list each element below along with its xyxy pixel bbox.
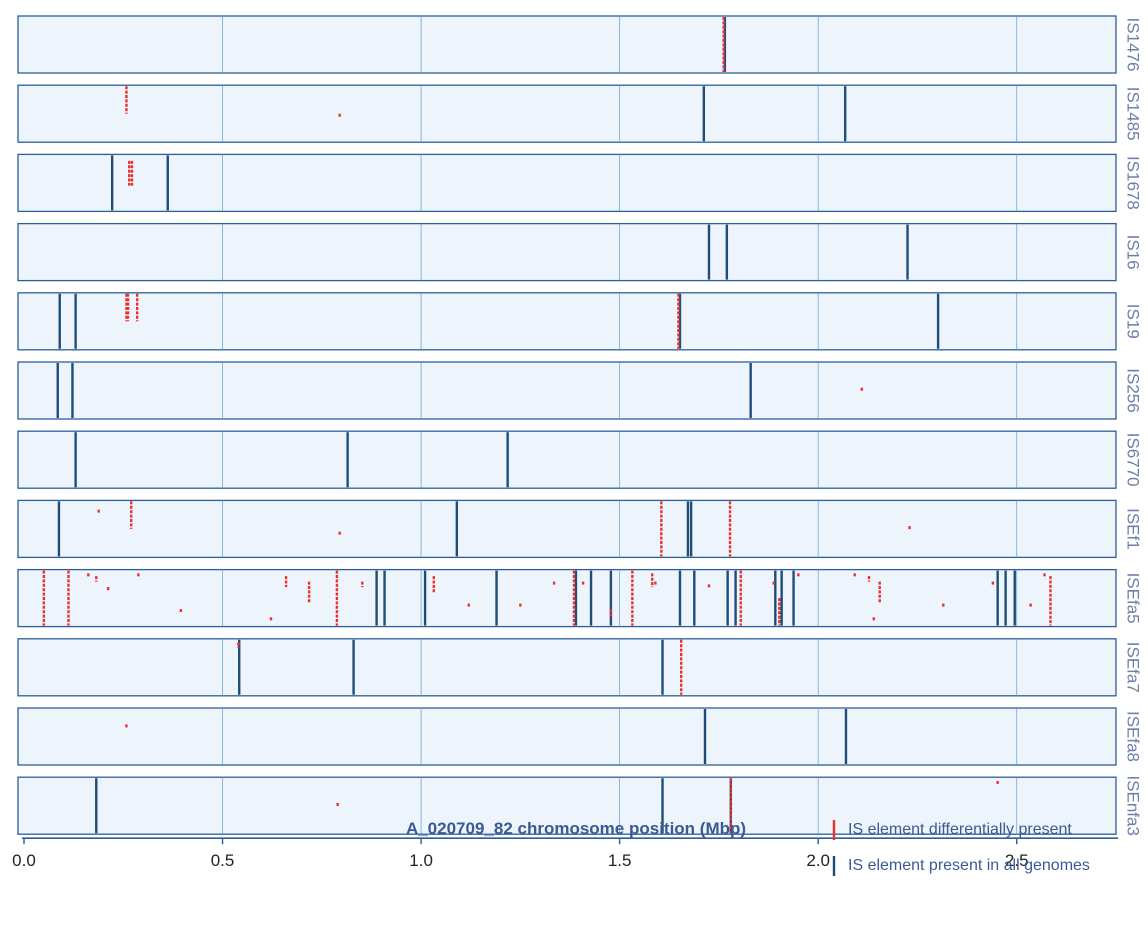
- track-is16: IS16: [17, 222, 1143, 282]
- track-panel: [17, 430, 1117, 489]
- track-panel: [17, 707, 1117, 766]
- track-label: IS19: [1124, 304, 1143, 339]
- track-label: IS16: [1124, 235, 1143, 270]
- track-label: ISEfa7: [1124, 642, 1143, 693]
- x-tick-label: 0.5: [211, 851, 235, 870]
- track-panel: [17, 361, 1117, 420]
- track-panel: [17, 568, 1117, 628]
- x-tick-label: 2.0: [806, 851, 830, 870]
- track-panel: [17, 292, 1117, 351]
- x-tick-label: 1.5: [608, 851, 632, 870]
- legend-entry: IS element present in all genomes: [848, 857, 1090, 874]
- track-label: IS6770: [1124, 433, 1143, 487]
- track-panels: IS1476 IS1485 IS1678 IS16 IS19 IS256 IS6770 ISE…: [17, 15, 1143, 836]
- track-is256: IS256: [17, 361, 1143, 420]
- track-is1485: IS1485: [17, 84, 1143, 143]
- track-isenfa3: ISEnfa3: [17, 775, 1143, 836]
- track-isef1: ISEf1: [17, 499, 1143, 559]
- legend: IS element differentially present IS elem…: [832, 820, 1090, 876]
- track-is1678: IS1678: [17, 153, 1143, 213]
- track-label: ISEfa8: [1124, 711, 1143, 762]
- x-axis: 0.0 0.5 1.0 1.5 2.0 2.5: [12, 837, 1118, 870]
- track-panel: [17, 222, 1117, 282]
- track-label: IS1476: [1124, 18, 1143, 72]
- track-panel: [17, 153, 1117, 213]
- track-label: IS1485: [1124, 87, 1143, 141]
- track-is19: IS19: [17, 292, 1143, 351]
- track-label: ISEfa5: [1124, 573, 1143, 624]
- track-isefa8: ISEfa8: [17, 707, 1143, 766]
- x-axis-label: A_020709_82 chromosome position (Mbp): [406, 819, 746, 838]
- x-tick-label: 0.0: [12, 851, 36, 870]
- track-panel: [17, 499, 1117, 559]
- track-panel: [17, 15, 1117, 74]
- track-isefa5: ISEfa5: [17, 568, 1143, 628]
- track-label: IS1678: [1124, 156, 1143, 210]
- track-isefa7: ISEfa7: [17, 638, 1143, 697]
- track-panel: [17, 638, 1117, 697]
- x-tick-label: 2.5: [1005, 851, 1029, 870]
- track-is1476: IS1476: [17, 15, 1143, 74]
- track-label: IS256: [1124, 368, 1143, 412]
- track-panel: [17, 84, 1117, 143]
- track-is6770: IS6770: [17, 430, 1143, 489]
- x-tick-label: 1.0: [409, 851, 433, 870]
- track-label: ISEf1: [1124, 508, 1143, 550]
- track-panel: [17, 776, 1117, 835]
- legend-entry: IS element differentially present: [848, 821, 1072, 838]
- track-label: ISEnfa3: [1124, 775, 1143, 836]
